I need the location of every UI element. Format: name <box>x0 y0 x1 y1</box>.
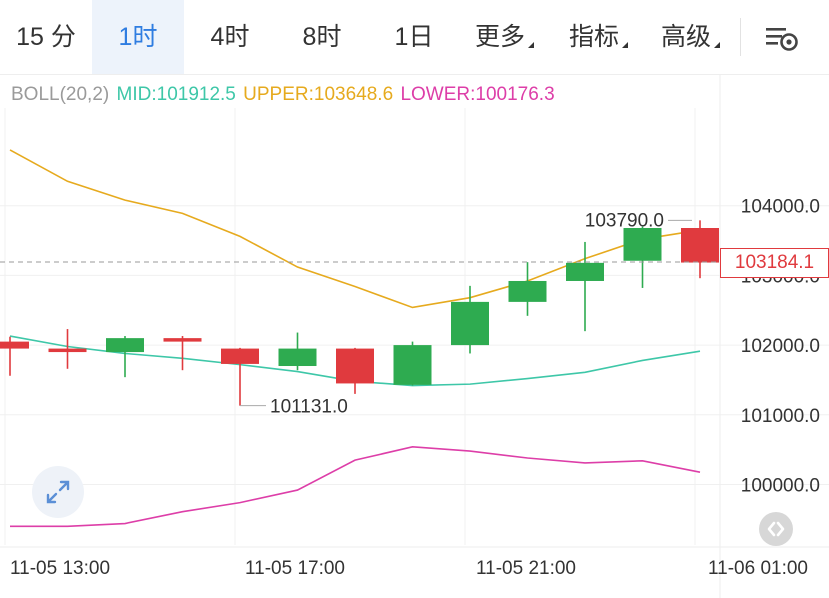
candle-body <box>48 348 87 353</box>
candle <box>623 226 662 288</box>
advanced-dropdown-icon <box>714 42 720 48</box>
tab-indicators[interactable]: 指标 <box>568 23 619 51</box>
y-axis-tick-label: 101000.0 <box>741 406 820 427</box>
candle <box>451 285 489 354</box>
high-price-label: 103790.0 <box>585 210 664 231</box>
tab-8h[interactable]: 8时 <box>302 23 342 51</box>
candle <box>681 220 719 279</box>
y-axis-tick-label: 104000.0 <box>741 197 820 218</box>
candle-body <box>451 301 489 346</box>
candle-body <box>106 338 144 353</box>
candle <box>508 262 547 316</box>
tab-15min[interactable]: 15 分 <box>16 23 76 51</box>
candle-body <box>336 348 374 384</box>
tab-1h[interactable]: 1时 <box>92 0 184 74</box>
current-price-tag: 103184.1 <box>720 248 829 278</box>
tab-1d[interactable]: 1日 <box>394 23 434 51</box>
tab-advanced[interactable]: 高级 <box>660 23 711 51</box>
candle <box>393 341 432 386</box>
expand-chart-button[interactable] <box>32 466 84 518</box>
timeframe-tab-bar: 15 分 1时 4时 8时 1日 更多 指标 高级 <box>0 0 829 75</box>
more-dropdown-icon <box>528 42 534 48</box>
candle <box>278 332 317 371</box>
tab-more[interactable]: 更多 <box>474 23 525 51</box>
chart-settings-icon[interactable] <box>762 20 802 56</box>
boll-lower-value: LOWER:100176.3 <box>400 84 555 105</box>
boll-upper-value: UPPER:103648.6 <box>243 84 394 105</box>
candle-body <box>278 348 317 367</box>
y-axis-tick-label: 100000.0 <box>741 476 820 497</box>
candle <box>48 329 87 369</box>
candle <box>336 347 374 394</box>
x-axis-tick-label: 11-06 01:00 <box>708 558 808 579</box>
boll-mid-value: MID:101912.5 <box>116 84 236 105</box>
x-axis-tick-label: 11-05 17:00 <box>245 558 345 579</box>
candle-body <box>681 228 719 263</box>
candle <box>221 347 259 406</box>
candle-body <box>0 341 29 349</box>
boll-legend: BOLL(20,2) MID:101912.5 UPPER:103648.6 L… <box>11 84 557 106</box>
tab-divider <box>740 18 741 56</box>
candle-body <box>566 262 604 281</box>
candle <box>0 336 29 376</box>
candle <box>163 336 202 371</box>
candle-body <box>623 228 662 261</box>
candle-body <box>221 348 259 364</box>
boll-indicator-name: BOLL(20,2) <box>11 84 110 105</box>
candle-body <box>393 345 432 385</box>
x-axis-tick-label: 11-05 13:00 <box>10 558 110 579</box>
collapse-icon <box>767 521 785 537</box>
indicators-dropdown-icon <box>622 42 628 48</box>
collapse-axis-button[interactable] <box>759 512 793 546</box>
boll-lower-line <box>10 446 701 528</box>
tab-4h[interactable]: 4时 <box>210 23 250 51</box>
y-axis-tick-label: 102000.0 <box>741 336 820 357</box>
candle-body <box>163 338 202 342</box>
x-axis-tick-label: 11-05 21:00 <box>476 558 576 579</box>
low-price-label: 101131.0 <box>270 397 348 418</box>
expand-icon <box>46 480 70 504</box>
candle <box>566 241 604 332</box>
candle <box>106 336 144 378</box>
candle-body <box>508 280 547 302</box>
